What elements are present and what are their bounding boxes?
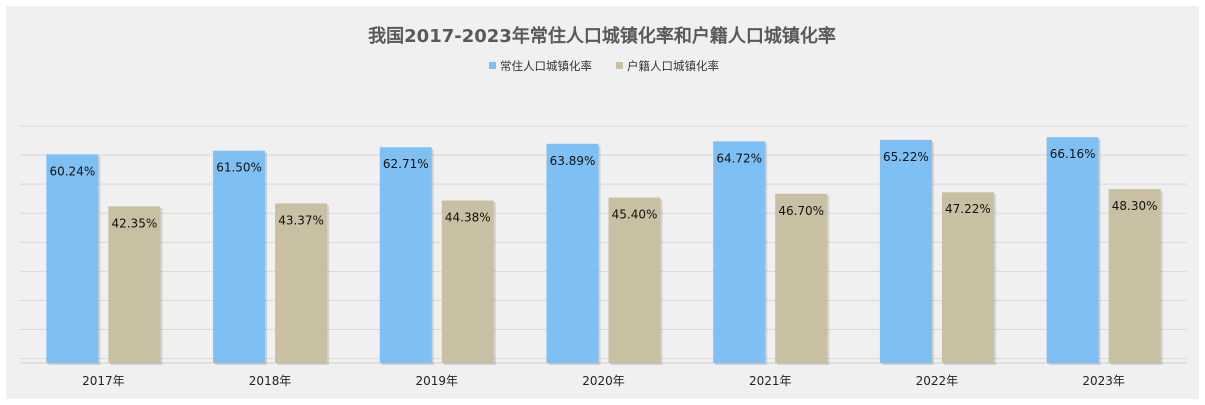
x-tick-label: 2022年 <box>916 374 959 388</box>
chart-container: 我国2017-2023年常住人口城镇化率和户籍人口城镇化率 常住人口城镇化率 户… <box>6 6 1199 399</box>
bar-household-5 <box>941 192 994 363</box>
bar-resident-3 <box>546 143 599 363</box>
x-tick-label: 2018年 <box>249 374 292 388</box>
data-label: 48.30% <box>1112 199 1158 213</box>
x-tick-label: 2021年 <box>749 374 792 388</box>
bars: 60.24% 42.35% 61.50% 43.37% 62.71% 44.38% 63.8… <box>46 137 1163 365</box>
bar-household-3 <box>608 197 661 363</box>
data-label: 62.71% <box>383 157 429 171</box>
x-axis: 2017年 2018年 2019年 2020年 2021年 2022年 2023年 <box>82 374 1125 388</box>
legend-swatch-household <box>616 62 623 69</box>
data-label: 64.72% <box>716 151 762 165</box>
bar-resident-2 <box>379 147 432 363</box>
bar-resident-4 <box>713 141 766 363</box>
bar-chart: 我国2017-2023年常住人口城镇化率和户籍人口城镇化率 常住人口城镇化率 户… <box>20 25 1187 388</box>
x-tick-label: 2019年 <box>416 374 459 388</box>
bar-household-0 <box>108 206 161 363</box>
data-label: 45.40% <box>612 208 658 222</box>
bar-household-2 <box>441 200 494 363</box>
chart-title: 我国2017-2023年常住人口城镇化率和户籍人口城镇化率 <box>368 25 836 47</box>
bar-household-1 <box>275 203 328 363</box>
bar-household-4 <box>775 193 828 363</box>
data-label: 42.35% <box>111 216 157 230</box>
data-label: 46.70% <box>778 204 824 218</box>
gridlines <box>20 125 1187 364</box>
bar-household-6 <box>1108 189 1161 363</box>
data-label: 65.22% <box>883 150 929 164</box>
data-label: 66.16% <box>1050 147 1096 161</box>
bar-resident-1 <box>213 150 266 363</box>
data-label: 44.38% <box>445 211 491 225</box>
data-label: 60.24% <box>49 164 95 178</box>
data-label: 63.89% <box>550 154 596 168</box>
data-label: 43.37% <box>278 213 324 227</box>
x-tick-label: 2020年 <box>582 374 625 388</box>
bar-resident-5 <box>879 139 932 363</box>
legend-label-household: 户籍人口城镇化率 <box>627 59 719 73</box>
legend-swatch-resident <box>489 62 496 69</box>
legend: 常住人口城镇化率 户籍人口城镇化率 <box>489 59 719 73</box>
bar-resident-6 <box>1046 137 1099 363</box>
data-label: 61.50% <box>216 161 262 175</box>
legend-label-resident: 常住人口城镇化率 <box>500 59 592 73</box>
bar-resident-0 <box>46 154 99 363</box>
data-label: 47.22% <box>945 202 991 216</box>
x-tick-label: 2017年 <box>82 374 125 388</box>
x-tick-label: 2023年 <box>1082 374 1125 388</box>
